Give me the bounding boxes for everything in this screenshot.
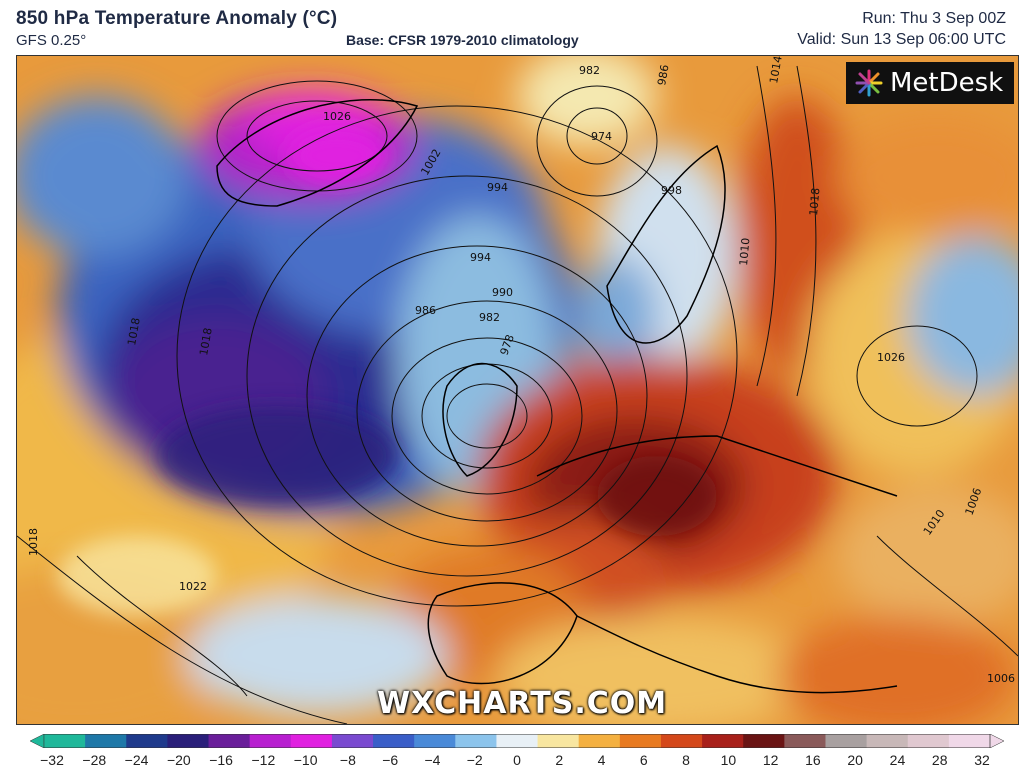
isobar-label: 1026 — [877, 351, 905, 364]
scale-tick-label: −28 — [82, 752, 107, 768]
color-scale-labels: −32 −28 −24 −20 −16 −12 −10 −8 −6 −4 −2 0 2 4 6 8 10 12 16… — [0, 752, 1024, 774]
anomaly-map: 1026 1018 1002 994 990 986 982 978 974 9… — [16, 55, 1019, 725]
scale-color-segment — [948, 734, 991, 748]
scale-tick-label: 6 — [639, 752, 648, 768]
scale-tick-label: −24 — [124, 752, 149, 768]
scale-tick-label: −16 — [209, 752, 233, 768]
scale-color-segment — [126, 734, 168, 748]
isobar-label: 982 — [579, 64, 600, 77]
scale-color-segment — [578, 734, 621, 748]
valid-time-label: Valid: Sun 13 Sep 06:00 UTC — [797, 31, 1006, 48]
scale-color-segment — [907, 734, 950, 748]
map-svg: 1026 1018 1002 994 990 986 982 978 974 9… — [17, 56, 1018, 724]
scale-tick-label: 12 — [762, 752, 779, 768]
scale-color-segment — [660, 734, 703, 748]
scale-tick-label: 4 — [597, 752, 606, 768]
scale-color-segment — [290, 734, 333, 748]
scale-tick-label: −8 — [339, 752, 356, 768]
isobar-label: 1014 — [767, 56, 785, 85]
scale-tick-label: 0 — [513, 752, 521, 768]
scale-tick-label: −20 — [166, 752, 191, 768]
scale-color-segment — [866, 734, 909, 748]
wxcharts-watermark: WXCHARTS.COM — [377, 686, 668, 721]
run-time-label: Run: Thu 3 Sep 00Z — [862, 10, 1006, 27]
scale-tick-label: 16 — [805, 752, 821, 768]
scale-tick-label: −12 — [251, 752, 276, 768]
scale-arrow-right — [989, 734, 1004, 748]
scale-tick-label: 20 — [847, 752, 863, 768]
scale-tick-label: −10 — [293, 752, 318, 768]
scale-tick-label: −6 — [382, 752, 399, 768]
isobar-label: 1018 — [807, 187, 822, 216]
scale-tick-label: 10 — [720, 752, 737, 768]
scale-color-segment — [619, 734, 662, 748]
scale-tick-label: 28 — [931, 752, 948, 768]
scale-color-segment — [455, 734, 497, 748]
isobar-lines — [17, 65, 1018, 724]
isobar-label: 1018 — [27, 528, 40, 556]
isobar-label: 1026 — [323, 110, 351, 123]
color-scale-segments — [30, 734, 1004, 748]
scale-color-segment — [373, 734, 415, 748]
coastlines — [216, 99, 898, 694]
scale-tick-label: 8 — [682, 752, 690, 768]
isobar-label: 974 — [591, 130, 612, 143]
scale-color-segment — [496, 734, 539, 748]
model-label: GFS 0.25° — [16, 32, 87, 49]
scale-tick-label: 2 — [555, 752, 564, 768]
isobar-label: 998 — [661, 184, 682, 197]
scale-border — [43, 734, 991, 748]
isobar-label: 1010 — [737, 237, 752, 266]
isobar-label: 1018 — [125, 317, 143, 347]
scale-color-segment — [208, 734, 251, 748]
scale-color-segment — [44, 734, 86, 748]
scale-color-segment — [825, 734, 868, 748]
isobar-label: 1006 — [987, 672, 1015, 685]
scale-color-segment — [414, 734, 456, 748]
isobar-label: 986 — [415, 304, 436, 317]
metdesk-logo: MetDesk — [846, 62, 1014, 104]
isobar-label: 990 — [492, 286, 513, 299]
scale-color-segment — [743, 734, 785, 748]
scale-arrow-left — [30, 734, 45, 748]
scale-color-segment — [167, 734, 210, 748]
scale-color-segment — [249, 734, 292, 748]
scale-color-segment — [85, 734, 127, 748]
base-climatology-label: Base: CFSR 1979-2010 climatology — [346, 32, 579, 48]
isobar-label: 994 — [487, 181, 508, 194]
isobar-label: 986 — [655, 64, 671, 87]
isobar-label: 1022 — [179, 580, 207, 593]
isobar-label: 994 — [470, 251, 491, 264]
scale-color-segment — [331, 734, 374, 748]
scale-tick-label: 24 — [889, 752, 906, 768]
isobar-label: 1018 — [197, 327, 215, 357]
scale-tick-label: −4 — [424, 752, 441, 768]
scale-tick-label: −32 — [40, 752, 64, 768]
chart-title: 850 hPa Temperature Anomaly (°C) — [16, 8, 338, 29]
scale-tick-label: 32 — [974, 752, 990, 768]
color-scale-bar — [30, 734, 1004, 748]
metdesk-logo-icon — [855, 69, 883, 97]
isobar-label: 982 — [479, 311, 500, 324]
scale-tick-label: −2 — [466, 752, 483, 768]
metdesk-logo-text: MetDesk — [890, 68, 1004, 98]
scale-color-segment — [702, 734, 744, 748]
scale-color-segment — [784, 734, 826, 748]
scale-color-segment — [537, 734, 580, 748]
